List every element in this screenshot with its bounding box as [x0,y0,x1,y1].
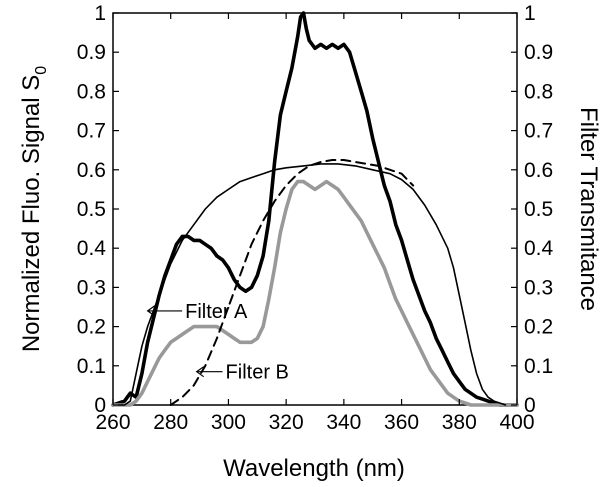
plot-area-border [112,12,518,406]
left-y-tick-label: 0 [94,394,106,417]
right-y-tick-label: 0.7 [524,120,553,143]
annotation-arrow-head [195,366,205,378]
annotation-label: Filter B [226,362,289,384]
right-y-tick-label: 0.9 [524,41,553,64]
left-y-tick-label: 0.1 [77,355,106,378]
annotation-arrow-head [146,305,155,317]
x-tick-label: 380 [442,411,477,434]
right-y-tick-label: 0.8 [524,80,553,103]
x-tick-label: 260 [95,411,130,434]
right-y-tick-label: 0.4 [524,237,554,260]
right-y-tick-label: 0.3 [524,276,553,299]
left-y-tick-label: 0.5 [77,198,106,221]
left-y-tick-label: 0.8 [77,80,106,103]
x-tick-label: 360 [384,411,419,434]
right-y-tick-label: 0.6 [524,159,553,182]
right-y-tick-label: 1 [524,2,536,25]
left-y-tick-label: 1 [94,2,106,25]
x-tick-label: 280 [153,411,188,434]
right-y-tick-label: 0.5 [524,198,553,221]
series-line-2 [111,179,519,407]
x-axis-title: Wavelength (nm) [223,455,405,482]
left-y-axis-title-main: Normalized Fluo. Signal S [18,75,45,352]
x-tick-label: 300 [211,411,246,434]
right-y-tick-label: 0.1 [524,355,553,378]
x-tick-label: 400 [499,411,534,434]
right-y-tick-label: 0 [524,394,536,417]
x-tick-label: 320 [269,411,304,434]
series-line-4 [169,159,415,406]
right-y-tick-label: 0.2 [524,316,553,339]
left-y-axis-title: Normalized Fluo. Signal S0 [18,66,50,352]
series-line-3 [118,163,507,406]
tick-group: 260 280 300 320 340 360 380 40000.10.20.30.40.5… [77,2,554,434]
left-y-tick-label: 0.7 [77,120,106,143]
x-tick-label: 340 [326,411,361,434]
right-y-axis-title: Filter Transmitance [575,107,602,311]
series-line-1 [111,11,519,407]
left-y-tick-label: 0.4 [77,237,107,260]
annotation-group: Filter A Filter B [146,301,289,384]
series-group [111,11,519,407]
left-y-tick-label: 0.2 [77,316,106,339]
left-y-tick-label: 0.9 [77,41,106,64]
left-y-tick-label: 0.3 [77,276,106,299]
left-y-tick-label: 0.6 [77,159,106,182]
left-y-axis-title-subscript: 0 [33,66,50,75]
plot-frame [112,12,518,406]
annotation-label: Filter A [185,301,248,323]
